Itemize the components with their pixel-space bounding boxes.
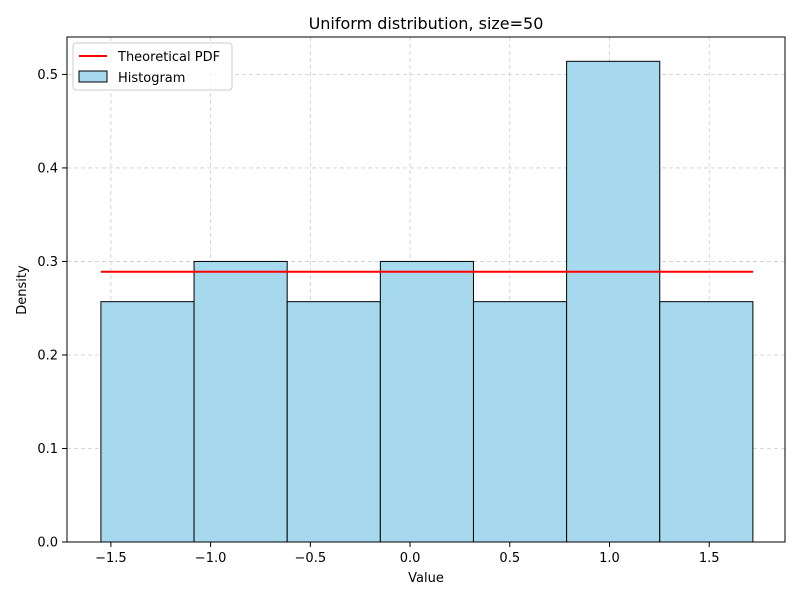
y-tick-label: 0.4 [37, 161, 58, 176]
histogram-bar [286, 301, 381, 543]
histogram-bar [379, 260, 474, 543]
x-tick-label: 1.5 [699, 551, 720, 566]
plot-frame [66, 36, 786, 543]
histogram-bar [193, 260, 288, 543]
x-axis-ticks: −1.5 −1.0 −0.5 0.0 0.5 1.0 1.5 [95, 542, 720, 566]
histogram-bar [472, 301, 568, 543]
y-tick-label: 0.2 [37, 348, 58, 363]
x-tick-label: 1.0 [599, 551, 620, 566]
x-tick-label: −1.5 [95, 551, 127, 566]
x-tick-label: −0.5 [295, 551, 327, 566]
chart-title: Uniform distribution, size=50 [309, 14, 544, 33]
y-tick-label: 0.5 [37, 68, 58, 83]
histogram-bar [566, 60, 661, 543]
legend-frame [72, 42, 233, 91]
y-axis-label: Density [15, 265, 30, 315]
x-tick-label: 0.0 [400, 551, 421, 566]
legend-histogram-swatch [78, 70, 108, 83]
y-tick-label: 0.3 [37, 255, 58, 270]
legend-histogram-label: Histogram [118, 71, 185, 86]
legend: Theoretical PDF Histogram [72, 42, 233, 91]
x-tick-label: −1.0 [195, 551, 227, 566]
y-tick-label: 0.1 [37, 442, 58, 457]
histogram-bar [100, 301, 195, 543]
histogram-bar [659, 301, 754, 543]
y-axis-ticks: 0.0 0.1 0.2 0.3 0.4 0.5 [37, 68, 67, 551]
x-axis-label: Value [408, 571, 444, 586]
histogram-bars [100, 60, 754, 543]
legend-pdf-label: Theoretical PDF [117, 50, 220, 65]
y-tick-label: 0.0 [37, 536, 58, 551]
x-tick-label: 0.5 [499, 551, 520, 566]
